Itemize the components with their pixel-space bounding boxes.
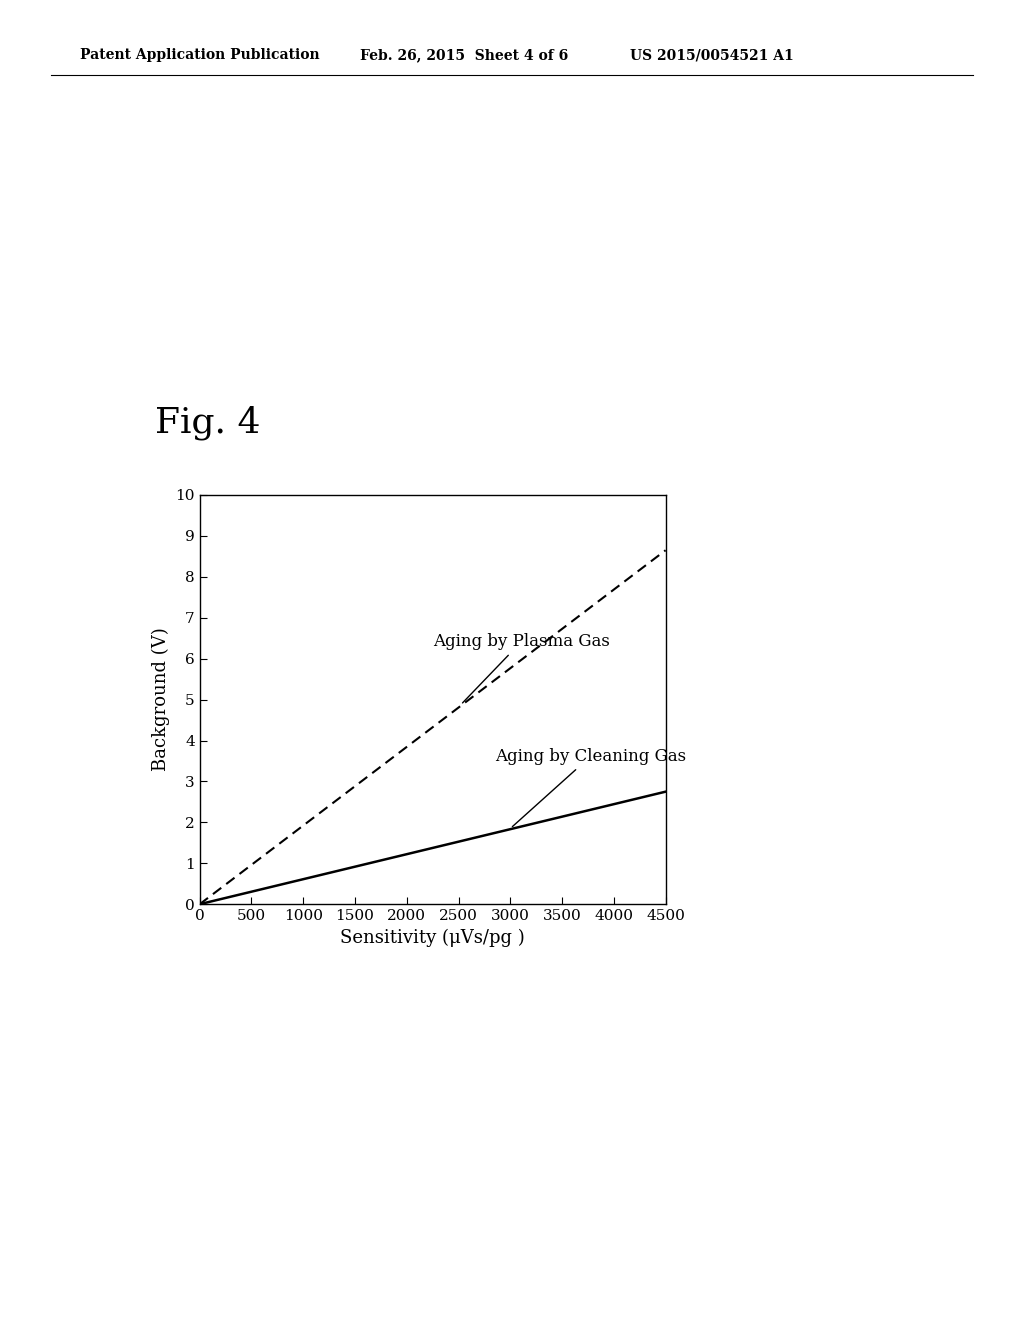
Text: US 2015/0054521 A1: US 2015/0054521 A1 <box>630 49 794 62</box>
Text: Aging by Plasma Gas: Aging by Plasma Gas <box>432 634 609 704</box>
X-axis label: Sensitivity (μVs/pg ): Sensitivity (μVs/pg ) <box>340 928 525 946</box>
Text: Feb. 26, 2015  Sheet 4 of 6: Feb. 26, 2015 Sheet 4 of 6 <box>360 49 568 62</box>
Text: Fig. 4: Fig. 4 <box>155 405 260 440</box>
Text: Aging by Cleaning Gas: Aging by Cleaning Gas <box>495 748 686 826</box>
Text: Patent Application Publication: Patent Application Publication <box>80 49 319 62</box>
Y-axis label: Background (V): Background (V) <box>152 628 170 771</box>
